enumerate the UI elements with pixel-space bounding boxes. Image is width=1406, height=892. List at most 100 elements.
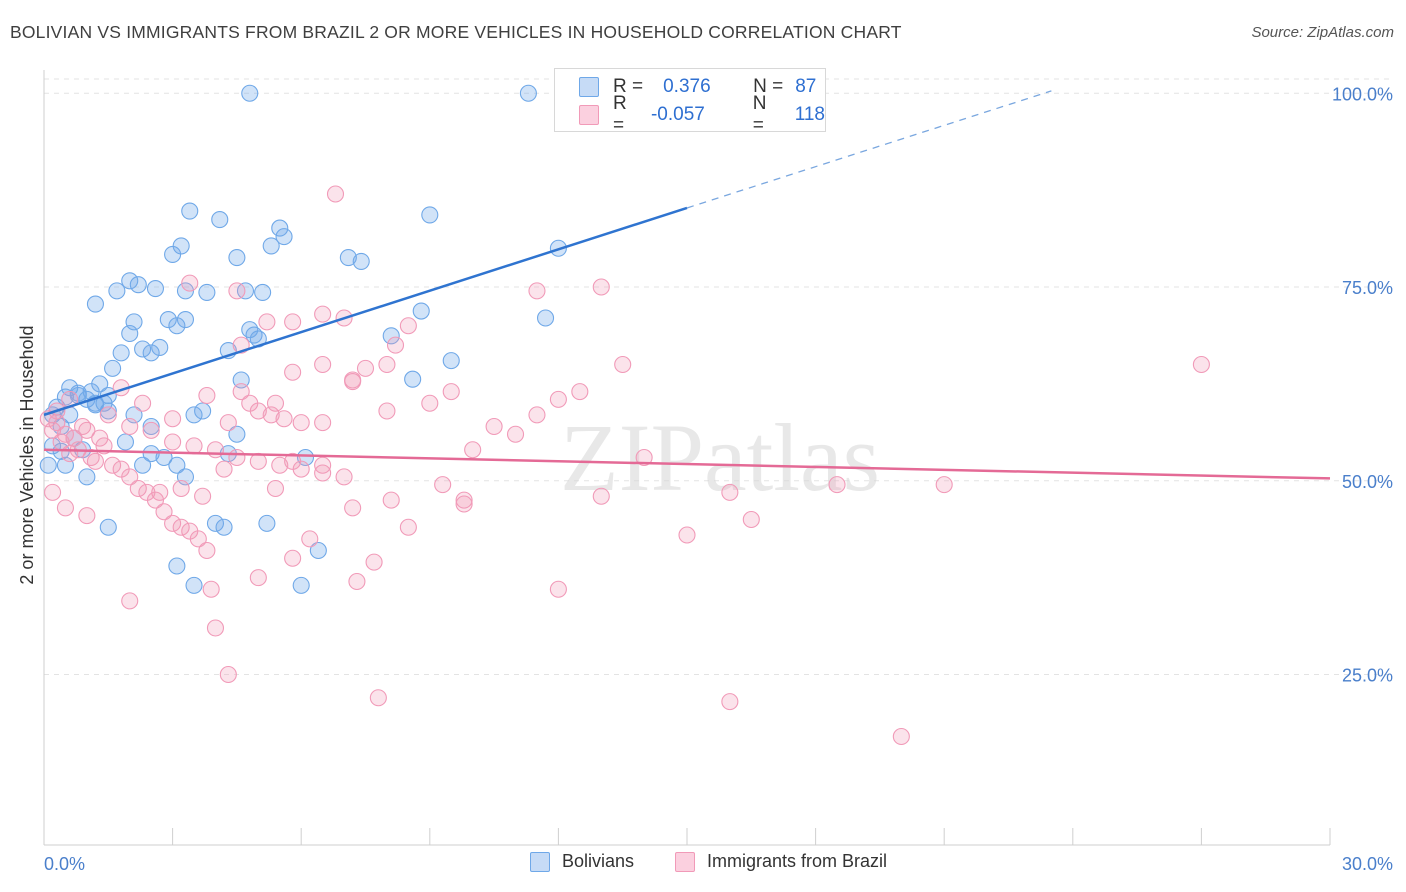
source-credit: Source: ZipAtlas.com [1251, 24, 1394, 41]
data-point [99, 518, 117, 536]
data-point [348, 572, 366, 591]
data-point [314, 414, 332, 432]
trend-lines [43, 90, 1331, 480]
data-point [721, 693, 739, 711]
data-point [254, 283, 272, 301]
data-point [142, 417, 160, 436]
data-point [455, 491, 473, 509]
data-point [172, 479, 190, 498]
x-tick-label: 30.0% [1342, 854, 1393, 874]
data-point [112, 344, 130, 362]
data-point [39, 456, 57, 474]
data-point [129, 479, 147, 498]
data-point [176, 282, 195, 300]
data-point [206, 441, 225, 459]
data-point [146, 279, 165, 298]
data-point [549, 580, 567, 598]
data-point [206, 619, 225, 637]
stat-row-bolivians: R = 0.376 N = 87 [579, 73, 816, 101]
legend-label: Immigrants from Brazil [707, 851, 888, 871]
data-point [284, 549, 302, 567]
data-point [275, 228, 293, 246]
data-point [142, 344, 160, 362]
data-point [386, 336, 405, 354]
y-tick-label: 100.0% [1332, 84, 1393, 104]
data-point [164, 514, 182, 532]
data-point [228, 448, 246, 467]
legend-item-immigrants-from-brazil[interactable]: Immigrants from Brazil [675, 851, 887, 872]
brazil-legend-swatch [675, 851, 695, 872]
data-point [164, 433, 182, 451]
data-point [292, 414, 310, 432]
data-point [464, 441, 482, 459]
data-point [185, 437, 203, 455]
legend: Bolivians Immigrants from Brazil [0, 851, 1406, 879]
data-point [271, 456, 289, 474]
data-point [249, 569, 267, 587]
data-point [536, 309, 555, 327]
data-point [189, 530, 207, 548]
data-point [86, 295, 104, 313]
x-tick-label: 0.0% [44, 854, 85, 874]
data-point [99, 406, 117, 424]
data-point [159, 310, 177, 329]
data-point [678, 526, 696, 544]
data-point [198, 541, 216, 560]
data-point [442, 352, 460, 370]
data-point [215, 518, 233, 536]
bolivians-swatch [579, 77, 599, 97]
data-point [258, 313, 276, 331]
data-point [194, 402, 212, 420]
data-point [356, 359, 375, 377]
data-point [519, 84, 537, 102]
data-point [121, 272, 139, 290]
data-point [181, 202, 199, 220]
data-point [382, 491, 400, 509]
trend-line-bolivians [43, 206, 688, 417]
data-point [935, 476, 953, 494]
axes [43, 70, 1331, 846]
data-point [142, 445, 160, 463]
data-point [121, 417, 139, 436]
data-point [142, 421, 160, 439]
data-point [134, 456, 152, 474]
data-point [266, 479, 285, 498]
data-point [121, 468, 139, 486]
data-point [194, 487, 212, 505]
data-point [421, 394, 439, 412]
data-point [412, 302, 430, 320]
n-value: 87 [795, 76, 817, 97]
data-point [168, 317, 186, 335]
data-point [236, 282, 255, 300]
data-point [275, 410, 293, 428]
data-point [284, 452, 302, 470]
data-point [104, 456, 122, 474]
data-point [241, 84, 259, 102]
data-point [314, 305, 332, 323]
data-point [202, 580, 220, 598]
data-point [125, 313, 143, 331]
data-point [421, 206, 439, 224]
n-value: 118 [794, 104, 825, 125]
data-point [266, 394, 285, 412]
legend-item-bolivians[interactable]: Bolivians [530, 851, 634, 872]
data-point [219, 665, 237, 684]
data-point [378, 355, 396, 374]
data-point [365, 553, 383, 571]
data-point [339, 248, 357, 267]
data-point [344, 371, 362, 389]
data-point [892, 727, 910, 746]
brazil-swatch [579, 105, 599, 125]
series-immigrants-from-brazil [39, 185, 1210, 746]
data-point [571, 383, 589, 401]
data-point [434, 476, 452, 494]
data-point [232, 371, 250, 389]
data-point [151, 483, 169, 501]
data-point [378, 402, 396, 420]
data-point [549, 390, 567, 408]
data-point [78, 468, 96, 486]
data-point [48, 414, 66, 432]
data-point [614, 355, 632, 374]
data-point [399, 518, 417, 536]
